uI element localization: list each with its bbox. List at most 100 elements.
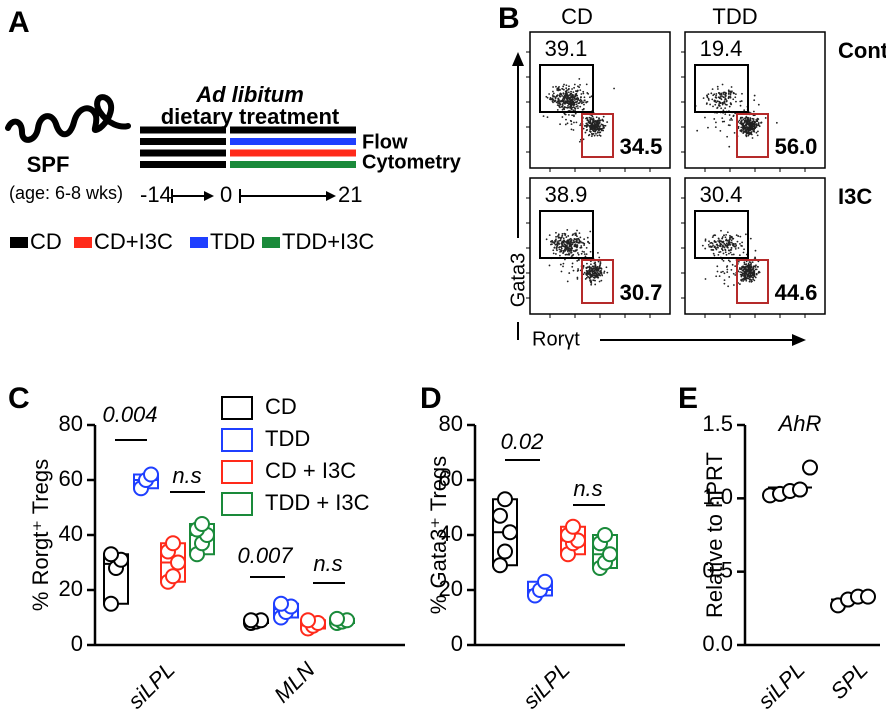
- event-dot: [580, 99, 583, 102]
- event-dot: [741, 269, 744, 272]
- event-dot: [764, 117, 767, 119]
- event-dot: [728, 95, 730, 98]
- event-dot: [561, 94, 563, 97]
- y-axis-label: % Rorgt⁺ Tregs: [28, 459, 53, 611]
- x-tick-label: siLPL: [753, 657, 810, 714]
- event-dot: [719, 250, 722, 253]
- event-dot: [728, 145, 731, 148]
- panel-letter: E: [678, 382, 698, 415]
- event-dot: [597, 251, 599, 254]
- event-dot: [725, 242, 728, 245]
- event-dot: [559, 237, 562, 240]
- event-dot: [597, 120, 600, 122]
- event-dot: [564, 96, 567, 99]
- event-dot: [613, 87, 615, 90]
- event-dot: [576, 245, 579, 247]
- event-dot: [748, 269, 750, 272]
- event-dot: [740, 129, 743, 132]
- event-dot: [722, 109, 725, 112]
- event-dot: [750, 126, 753, 129]
- event-dot: [562, 262, 565, 265]
- event-dot: [710, 248, 713, 251]
- event-dot: [738, 283, 741, 285]
- event-dot: [752, 272, 754, 275]
- event-dot: [718, 245, 721, 247]
- event-dot: [723, 101, 726, 103]
- event-dot: [711, 88, 714, 90]
- data-point: [243, 612, 259, 629]
- event-dot: [567, 248, 570, 251]
- flow-plots: 39.1 34.5 19.4 56.0 38.9 30.7 30.4 44.6: [526, 31, 826, 318]
- event-dot: [746, 132, 749, 135]
- event-dot: [576, 270, 579, 272]
- event-dot: [563, 106, 566, 108]
- event-dot: [728, 276, 731, 278]
- event-dot: [753, 99, 756, 102]
- event-dot: [552, 99, 555, 102]
- event-dot: [552, 252, 555, 255]
- event-dot: [722, 96, 725, 98]
- event-dot: [568, 252, 570, 255]
- event-dot: [589, 276, 592, 278]
- event-dot: [545, 95, 548, 98]
- event-dot: [568, 250, 571, 253]
- event-dot: [565, 236, 568, 238]
- event-dot: [743, 109, 746, 112]
- event-dot: [727, 285, 730, 288]
- event-dot: [755, 131, 758, 134]
- event-dot: [744, 268, 747, 271]
- event-dot: [557, 242, 560, 245]
- event-dot: [726, 239, 729, 242]
- event-dot: [556, 109, 559, 111]
- event-dot: [570, 249, 573, 251]
- event-dot: [570, 251, 573, 254]
- event-dot: [587, 93, 590, 95]
- event-dot: [711, 236, 714, 239]
- event-dot: [549, 97, 552, 99]
- event-dot: [587, 240, 589, 243]
- event-dot: [750, 121, 753, 124]
- event-dot: [730, 246, 733, 249]
- event-dot: [696, 129, 699, 132]
- event-dot: [729, 119, 731, 121]
- event-dot: [717, 246, 719, 249]
- event-dot: [742, 124, 745, 127]
- event-dot: [721, 95, 723, 98]
- event-dot: [586, 262, 588, 265]
- event-dot: [753, 279, 756, 282]
- event-dot: [754, 124, 757, 126]
- event-dot: [729, 93, 732, 96]
- event-dot: [557, 89, 560, 92]
- legend-swatch: [221, 492, 253, 516]
- event-dot: [573, 121, 575, 124]
- event-dot: [575, 93, 578, 96]
- event-dot: [573, 83, 576, 86]
- event-dot: [718, 100, 721, 103]
- event-dot: [714, 234, 717, 237]
- event-dot: [589, 250, 592, 253]
- event-dot: [720, 243, 723, 246]
- event-dot: [737, 260, 740, 263]
- event-dot: [562, 85, 565, 88]
- event-dot: [588, 133, 591, 136]
- event-dot: [574, 95, 577, 97]
- event-dot: [560, 270, 563, 273]
- event-dot: [557, 102, 559, 105]
- event-dot: [729, 90, 732, 93]
- event-dot: [589, 126, 592, 129]
- event-dot: [752, 120, 755, 122]
- event-dot: [585, 253, 588, 256]
- event-dot: [571, 88, 573, 90]
- event-dot: [594, 271, 597, 273]
- event-dot: [713, 118, 716, 120]
- event-dot: [714, 99, 716, 102]
- event-dot: [561, 236, 563, 239]
- event-dot: [726, 268, 729, 271]
- event-dot: [746, 117, 749, 120]
- event-dot: [740, 130, 743, 133]
- event-dot: [704, 238, 707, 241]
- event-dot: [725, 266, 728, 268]
- event-dot: [561, 103, 564, 105]
- legend: CD CD+I3C TDD TDD+I3C: [10, 229, 374, 254]
- event-dot: [707, 244, 710, 246]
